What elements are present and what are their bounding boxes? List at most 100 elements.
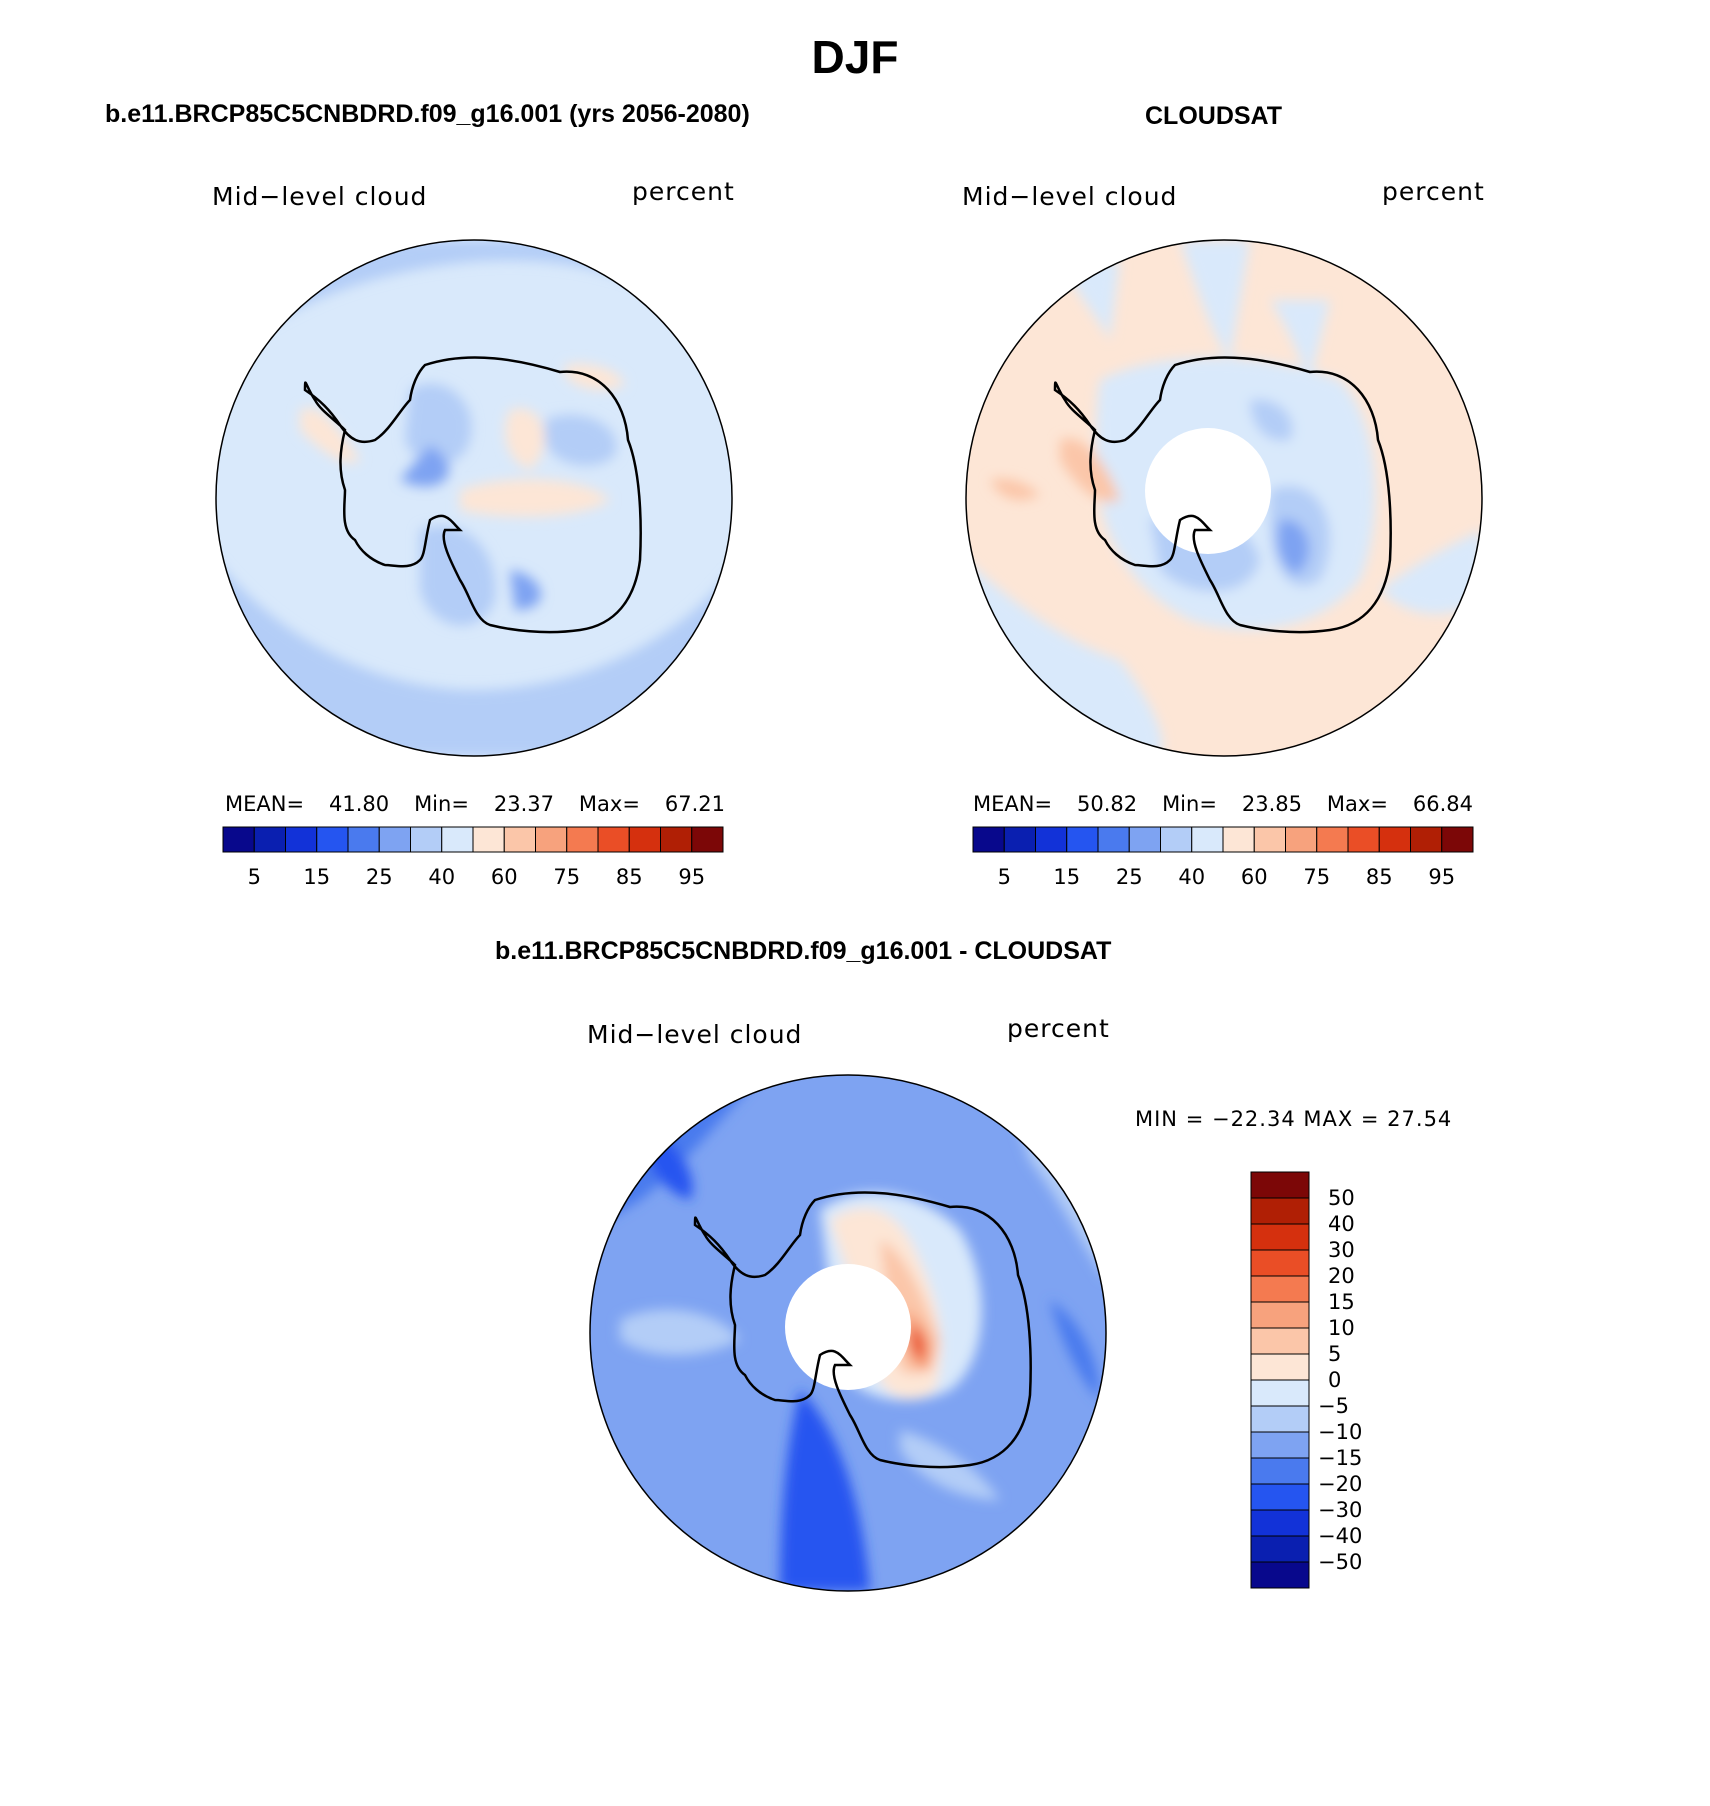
left-panel-title: b.e11.BRCP85C5CNBDRD.f09_g16.001 (yrs 20… — [105, 100, 750, 128]
diff-colorbar-swatch — [1250, 1509, 1310, 1537]
colorbar-tick-label: 85 — [615, 865, 643, 889]
left-colorbar-swatch — [628, 826, 661, 853]
right-colorbar-swatch — [1035, 826, 1068, 853]
colorbar-tick-label: 25 — [1115, 865, 1143, 889]
right-colorbar — [972, 826, 1474, 853]
colorbar-tick-label: 25 — [365, 865, 393, 889]
right-mean-label: MEAN= — [973, 792, 1053, 816]
colorbar-tick-label: 75 — [553, 865, 581, 889]
figure-title: DJF — [811, 31, 899, 83]
left-mean-label: MEAN= — [225, 792, 305, 816]
right-colorbar-swatch — [1285, 826, 1318, 853]
left-colorbar — [222, 826, 724, 853]
colorbar-tick-label: 85 — [1365, 865, 1393, 889]
diff-variable-label: Mid−level cloud — [587, 1020, 803, 1049]
colorbar-tick-label: 20 — [1328, 1264, 1355, 1288]
diff-colorbar-swatch — [1250, 1405, 1310, 1433]
right-colorbar-ticks: 5 15 25 40 60 75 85 95 — [973, 865, 1473, 891]
map-boundary — [215, 239, 733, 757]
colorbar-tick-label: −10 — [1318, 1420, 1363, 1444]
left-colorbar-swatch — [566, 826, 599, 853]
left-min-value: 23.37 — [493, 792, 554, 816]
diff-colorbar-swatch — [1250, 1431, 1310, 1459]
diff-colorbar-swatch — [1250, 1327, 1310, 1355]
diff-colorbar-swatch — [1250, 1249, 1310, 1277]
antarctica-coastline — [1053, 356, 1392, 634]
left-min-label: Min= — [414, 792, 469, 816]
right-min-label: Min= — [1162, 792, 1217, 816]
left-colorbar-swatch — [347, 826, 380, 853]
colorbar-tick-label: −20 — [1318, 1472, 1363, 1496]
diff-colorbar-swatch — [1250, 1223, 1310, 1251]
right-max-value: 66.84 — [1412, 792, 1473, 816]
left-colorbar-swatch — [597, 826, 630, 853]
colorbar-tick-label: 15 — [1328, 1290, 1355, 1314]
difference-map — [589, 1074, 1107, 1592]
left-max-label: Max= — [578, 792, 640, 816]
left-colorbar-swatch — [253, 826, 286, 853]
diff-colorbar-swatch — [1250, 1301, 1310, 1329]
colorbar-tick-label: −30 — [1318, 1498, 1363, 1522]
left-colorbar-swatch — [316, 826, 349, 853]
diff-colorbar-swatch — [1250, 1275, 1310, 1303]
right-max-label: Max= — [1326, 792, 1388, 816]
colorbar-tick-label: −50 — [1318, 1550, 1363, 1574]
right-colorbar-swatch — [1347, 826, 1380, 853]
right-colorbar-swatch — [1222, 826, 1255, 853]
left-stats: MEAN= 41.80 Min= 23.37 Max= 67.21 — [225, 792, 725, 816]
left-colorbar-swatch — [441, 826, 474, 853]
colorbar-tick-label: 50 — [1328, 1186, 1355, 1210]
diff-colorbar-swatch — [1250, 1483, 1310, 1511]
right-min-value: 23.85 — [1241, 792, 1302, 816]
colorbar-tick-label: 40 — [428, 865, 456, 889]
colorbar-tick-label: 5 — [997, 865, 1011, 889]
difference-colorbar — [1250, 1171, 1310, 1589]
colorbar-tick-label: −5 — [1318, 1394, 1349, 1418]
diff-units-label: percent — [1007, 1014, 1110, 1043]
right-colorbar-swatch — [1441, 826, 1474, 853]
colorbar-tick-label: 95 — [1428, 865, 1456, 889]
left-colorbar-ticks: 5 15 25 40 60 75 85 95 — [223, 865, 723, 891]
left-colorbar-swatch — [503, 826, 536, 853]
colorbar-tick-label: −15 — [1318, 1446, 1363, 1470]
colorbar-tick-label: 40 — [1178, 865, 1206, 889]
right-colorbar-swatch — [1410, 826, 1443, 853]
left-colorbar-swatch — [222, 826, 255, 853]
left-colorbar-swatch — [535, 826, 568, 853]
left-map — [215, 239, 733, 757]
diff-colorbar-swatch — [1250, 1379, 1310, 1407]
diff-colorbar-swatch — [1250, 1535, 1310, 1563]
colorbar-tick-label: 75 — [1303, 865, 1331, 889]
right-colorbar-swatch — [1160, 826, 1193, 853]
difference-panel-title: b.e11.BRCP85C5CNBDRD.f09_g16.001 - CLOUD… — [495, 937, 1112, 965]
right-variable-label: Mid−level cloud — [962, 182, 1178, 211]
colorbar-tick-label: 40 — [1328, 1212, 1355, 1236]
diff-colorbar-ticks: 50 40 30 20 15 10 5 0 −5 −10 −15 −20 −30 −40 −50 — [1318, 1172, 1398, 1588]
left-mean-value: 41.80 — [329, 792, 390, 816]
right-mean-value: 50.82 — [1077, 792, 1138, 816]
right-colorbar-swatch — [1066, 826, 1099, 853]
right-units-label: percent — [1382, 177, 1485, 206]
map-boundary — [965, 239, 1483, 757]
diff-colorbar-swatch — [1250, 1353, 1310, 1381]
left-variable-label: Mid−level cloud — [212, 182, 428, 211]
left-max-value: 67.21 — [664, 792, 725, 816]
left-colorbar-swatch — [472, 826, 505, 853]
colorbar-tick-label: 60 — [1240, 865, 1268, 889]
colorbar-tick-label: 5 — [1328, 1342, 1342, 1366]
left-colorbar-swatch — [410, 826, 443, 853]
right-map — [965, 239, 1483, 757]
right-colorbar-swatch — [1003, 826, 1036, 853]
colorbar-tick-label: 30 — [1328, 1238, 1355, 1262]
colorbar-tick-label: 0 — [1328, 1368, 1342, 1392]
right-colorbar-swatch — [1097, 826, 1130, 853]
diff-colorbar-swatch — [1250, 1561, 1310, 1589]
colorbar-tick-label: 15 — [1053, 865, 1081, 889]
right-colorbar-swatch — [1253, 826, 1286, 853]
diff-colorbar-swatch — [1250, 1457, 1310, 1485]
colorbar-tick-label: 95 — [678, 865, 706, 889]
right-panel-title: CLOUDSAT — [1145, 102, 1283, 130]
map-boundary — [589, 1074, 1107, 1592]
colorbar-tick-label: −40 — [1318, 1524, 1363, 1548]
